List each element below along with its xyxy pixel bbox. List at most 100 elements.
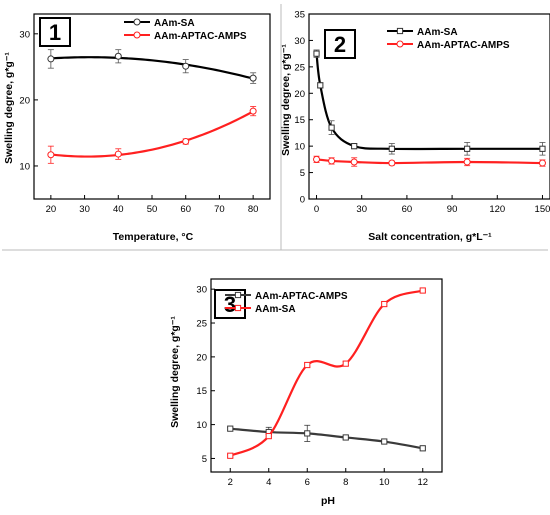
legend-swatch-marker xyxy=(234,291,242,299)
legend: AAm-SA AAm-APTAC-AMPS xyxy=(387,27,510,51)
series-2 xyxy=(227,287,426,459)
legend-label: AAm-APTAC-AMPS xyxy=(255,291,348,302)
chart-panel-1: 20 30 40 50 60 70 80 10 20 30 Temperature, °C Swell… xyxy=(3,13,271,243)
x-tick-label: 40 xyxy=(113,204,124,215)
x-axis-label: Temperature, °C xyxy=(113,231,194,243)
data-point xyxy=(539,145,546,152)
x-tick-label: 4 xyxy=(266,477,271,488)
data-point xyxy=(47,55,55,63)
x-tick-label: 0 xyxy=(314,204,319,215)
data-point xyxy=(182,62,190,70)
legend-label: AAm-SA xyxy=(255,304,296,315)
legend-label: AAm-APTAC-AMPS xyxy=(154,31,247,42)
x-tick-label: 90 xyxy=(447,204,458,215)
x-tick-label: 10 xyxy=(379,477,390,488)
data-point xyxy=(419,287,426,294)
series-1 xyxy=(47,49,257,84)
data-point xyxy=(249,107,257,115)
legend-swatch-marker xyxy=(396,40,404,48)
data-point xyxy=(304,430,311,437)
y-tick-label: 20 xyxy=(294,89,305,100)
y-tick-label: 15 xyxy=(196,386,207,397)
x-tick-label: 150 xyxy=(535,204,550,215)
data-point xyxy=(538,159,546,167)
y-tick-label: 30 xyxy=(19,29,30,40)
y-tick-label: 0 xyxy=(300,195,305,206)
data-point xyxy=(182,138,190,146)
data-point xyxy=(47,151,55,159)
y-tick-label: 20 xyxy=(19,95,30,106)
x-tick-label: 20 xyxy=(46,204,57,215)
data-point xyxy=(351,143,358,150)
data-point xyxy=(419,445,426,452)
panel-number: 1 xyxy=(49,20,61,45)
legend-swatch-marker xyxy=(133,18,141,26)
x-tick-label: 2 xyxy=(228,477,233,488)
chart-panel-2: 0 30 60 90 120 150 0 5 10 15 20 25 30 35 Salt concentr… xyxy=(280,10,550,243)
x-tick-label: 80 xyxy=(248,204,259,215)
data-point xyxy=(114,150,122,158)
x-tick-label: 30 xyxy=(356,204,367,215)
y-tick-label: 30 xyxy=(196,285,207,296)
data-point xyxy=(328,157,336,165)
y-tick-label: 10 xyxy=(196,420,207,431)
y-tick-label: 20 xyxy=(196,352,207,363)
data-point xyxy=(464,145,471,152)
legend-swatch-marker xyxy=(234,304,242,312)
panel-number: 3 xyxy=(224,292,236,317)
chart-panel-3: 2 4 6 8 10 12 5 10 15 20 25 30 pH Swelling degree, g*… xyxy=(169,278,443,507)
panel-number-box xyxy=(324,29,356,59)
data-point xyxy=(342,434,349,441)
y-tick-label: 35 xyxy=(294,10,305,21)
data-point xyxy=(313,155,321,163)
series-line xyxy=(49,110,255,158)
x-tick-label: 70 xyxy=(214,204,225,215)
legend-label: AAm-SA xyxy=(417,27,458,38)
x-tick-label: 60 xyxy=(180,204,191,215)
panel-number: 2 xyxy=(334,32,346,57)
data-point xyxy=(265,433,272,440)
legend: AAm-APTAC-AMPS AAm-SA xyxy=(225,291,348,315)
series-2 xyxy=(47,106,257,164)
legend-swatch-marker xyxy=(133,31,141,39)
data-point xyxy=(227,452,234,459)
data-point xyxy=(388,145,395,152)
series-line xyxy=(229,427,424,450)
legend-swatch-marker xyxy=(396,27,404,35)
x-tick-label: 120 xyxy=(489,204,505,215)
x-tick-label: 60 xyxy=(402,204,413,215)
y-tick-label: 5 xyxy=(300,168,305,179)
data-point xyxy=(381,300,388,308)
x-tick-label: 30 xyxy=(79,204,90,215)
legend-label: AAm-SA xyxy=(154,18,195,29)
series-1 xyxy=(227,424,426,452)
data-point xyxy=(342,360,349,367)
data-point xyxy=(317,82,324,89)
legend-label: AAm-APTAC-AMPS xyxy=(417,40,510,51)
data-point xyxy=(313,50,320,57)
x-tick-label: 50 xyxy=(147,204,158,215)
data-point xyxy=(388,159,396,167)
data-point xyxy=(381,438,388,445)
y-axis-label: Swelling degree, g*g⁻¹ xyxy=(3,52,15,164)
y-tick-label: 25 xyxy=(294,62,305,73)
data-point xyxy=(463,158,471,166)
data-point xyxy=(328,124,335,131)
plot-frame xyxy=(308,13,550,200)
y-tick-label: 10 xyxy=(19,161,30,172)
data-point xyxy=(350,158,358,166)
x-tick-label: 12 xyxy=(417,477,428,488)
y-tick-label: 15 xyxy=(294,115,305,126)
x-axis-label: pH xyxy=(321,495,335,507)
plot-frame xyxy=(210,278,443,473)
series-2 xyxy=(313,155,546,167)
y-tick-label: 5 xyxy=(202,454,207,465)
data-point xyxy=(114,52,122,60)
panel-number-box xyxy=(39,17,71,47)
data-point xyxy=(227,425,234,432)
data-point xyxy=(249,74,257,82)
y-axis-label: Swelling degree, g*g⁻¹ xyxy=(280,44,292,156)
